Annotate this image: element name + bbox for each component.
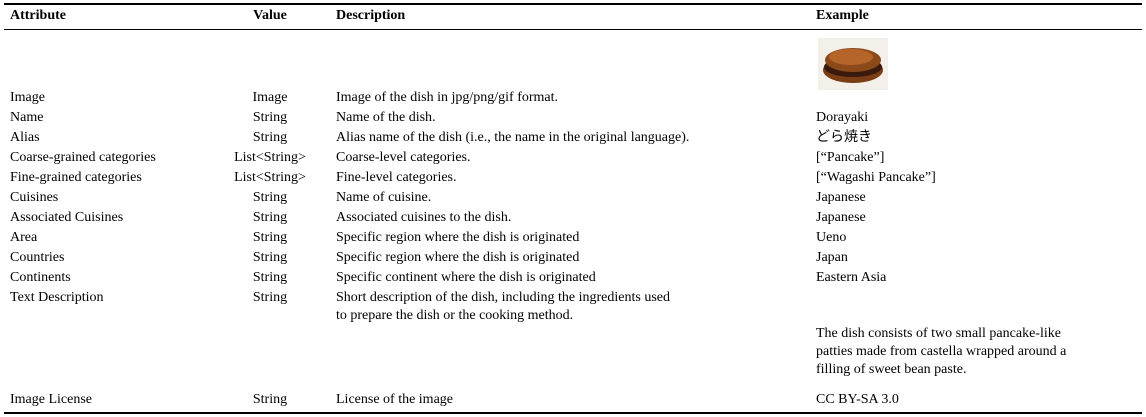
- value-cell: Image: [252, 90, 288, 105]
- attribute-cell: Countries: [10, 250, 65, 265]
- attribute-cell: Fine-grained categories: [10, 170, 142, 185]
- description-cell: Specific region where the dish is origin…: [336, 230, 580, 245]
- example-cell: [“Wagashi Pancake”]: [816, 170, 936, 185]
- value-cell: String: [252, 130, 288, 145]
- value-cell: String: [252, 392, 288, 407]
- value-cell: List<String>: [234, 150, 306, 165]
- example-cell: Japan: [816, 250, 848, 265]
- example-cell: Eastern Asia: [816, 270, 887, 285]
- header-cell: Description: [336, 8, 406, 23]
- attribute-cell: Image License: [10, 392, 93, 407]
- example-cell: Ueno: [816, 230, 847, 245]
- value-cell: String: [252, 270, 288, 285]
- description-cell: Associated cuisines to the dish.: [336, 210, 512, 225]
- description-cell: License of the image: [336, 392, 454, 407]
- attribute-cell: Cuisines: [10, 190, 59, 205]
- attribute-cell: Alias: [10, 130, 40, 145]
- value-cell: String: [252, 250, 288, 265]
- example-cell: Dorayaki: [816, 110, 869, 125]
- header-cell: Example: [816, 8, 869, 23]
- example-cell: Japanese: [816, 190, 866, 205]
- bottom-rule: [4, 412, 1142, 414]
- attribute-cell: Name: [10, 110, 44, 125]
- description-cell: to prepare the dish or the cooking metho…: [336, 308, 574, 323]
- value-cell: String: [252, 190, 288, 205]
- value-cell: String: [252, 210, 288, 225]
- header-cell: Attribute: [10, 8, 66, 23]
- header-rule: [4, 29, 1142, 30]
- example-cell: どら焼き: [816, 130, 872, 145]
- example-cell: Japanese: [816, 210, 866, 225]
- example-cell: [“Pancake”]: [816, 150, 885, 165]
- description-cell: Alias name of the dish (i.e., the name i…: [336, 130, 690, 145]
- attribute-cell: Associated Cuisines: [10, 210, 124, 225]
- attribute-cell: Continents: [10, 270, 71, 285]
- attribute-cell: Image: [10, 90, 45, 105]
- example-cell: patties made from castella wrapped aroun…: [816, 344, 1067, 359]
- value-cell: String: [252, 230, 288, 245]
- description-cell: Short description of the dish, including…: [336, 290, 671, 305]
- description-cell: Fine-level categories.: [336, 170, 457, 185]
- description-cell: Coarse-level categories.: [336, 150, 471, 165]
- value-cell: String: [252, 290, 288, 305]
- description-cell: Name of the dish.: [336, 110, 436, 125]
- attribute-cell: Text Description: [10, 290, 104, 305]
- description-cell: Image of the dish in jpg/png/gif format.: [336, 90, 559, 105]
- example-cell: CC BY-SA 3.0: [816, 392, 899, 407]
- dish-image: [818, 38, 888, 90]
- example-cell: The dish consists of two small pancake-l…: [816, 326, 1061, 341]
- value-cell: String: [252, 110, 288, 125]
- header-cell: Value: [253, 8, 287, 23]
- description-cell: Specific continent where the dish is ori…: [336, 270, 596, 285]
- top-rule: [4, 3, 1142, 5]
- example-cell: filling of sweet bean paste.: [816, 362, 967, 377]
- attribute-cell: Area: [10, 230, 38, 245]
- value-cell: List<String>: [234, 170, 306, 185]
- description-cell: Specific region where the dish is origin…: [336, 250, 580, 265]
- attribute-cell: Coarse-grained categories: [10, 150, 156, 165]
- description-cell: Name of cuisine.: [336, 190, 432, 205]
